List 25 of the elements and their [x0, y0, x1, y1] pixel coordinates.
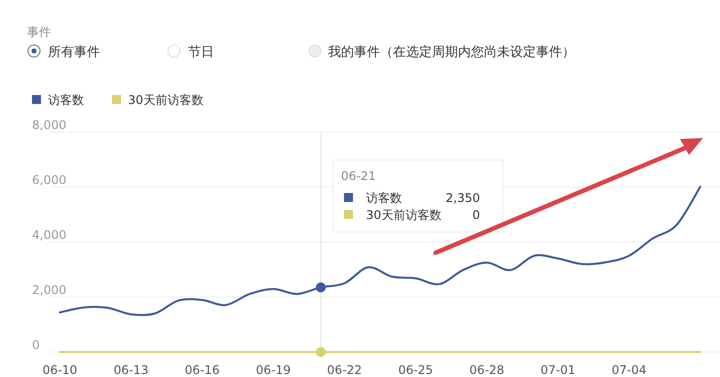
y-tick-label: 8,000: [32, 118, 66, 132]
text: 访客数: [48, 93, 84, 107]
annotation: 06-21: [341, 169, 376, 183]
x-tick-label: 06-22: [327, 363, 362, 377]
x-tick-label: 07-04: [612, 363, 647, 377]
text: 30天前访客数: [128, 93, 204, 107]
y-tick-label: 0: [32, 338, 40, 352]
x-tick-label: 06-16: [184, 363, 220, 377]
x-tick-label: 06-13: [114, 363, 148, 377]
annotation: 0: [472, 208, 480, 222]
y-tick-label: 2,000: [32, 283, 66, 297]
text: 事件: [27, 25, 51, 39]
annotation: 2,350: [446, 191, 480, 205]
text: 节日: [188, 45, 214, 60]
x-tick-label: 06-28: [469, 363, 504, 377]
y-tick-label: 4,000: [32, 228, 66, 242]
x-tick-label: 06-19: [256, 363, 291, 377]
x-tick-label: 06-25: [398, 363, 434, 377]
legend-label: 访客数: [366, 191, 402, 205]
x-tick-label: 06-10: [42, 363, 78, 377]
x-tick-label: 07-01: [540, 363, 576, 377]
text: 所有事件: [48, 45, 100, 60]
legend-label: 30天前访客数: [366, 208, 442, 222]
text: 我的事件（在选定周期内您尚未设定事件）: [328, 45, 575, 60]
y-tick-label: 6,000: [32, 173, 66, 187]
